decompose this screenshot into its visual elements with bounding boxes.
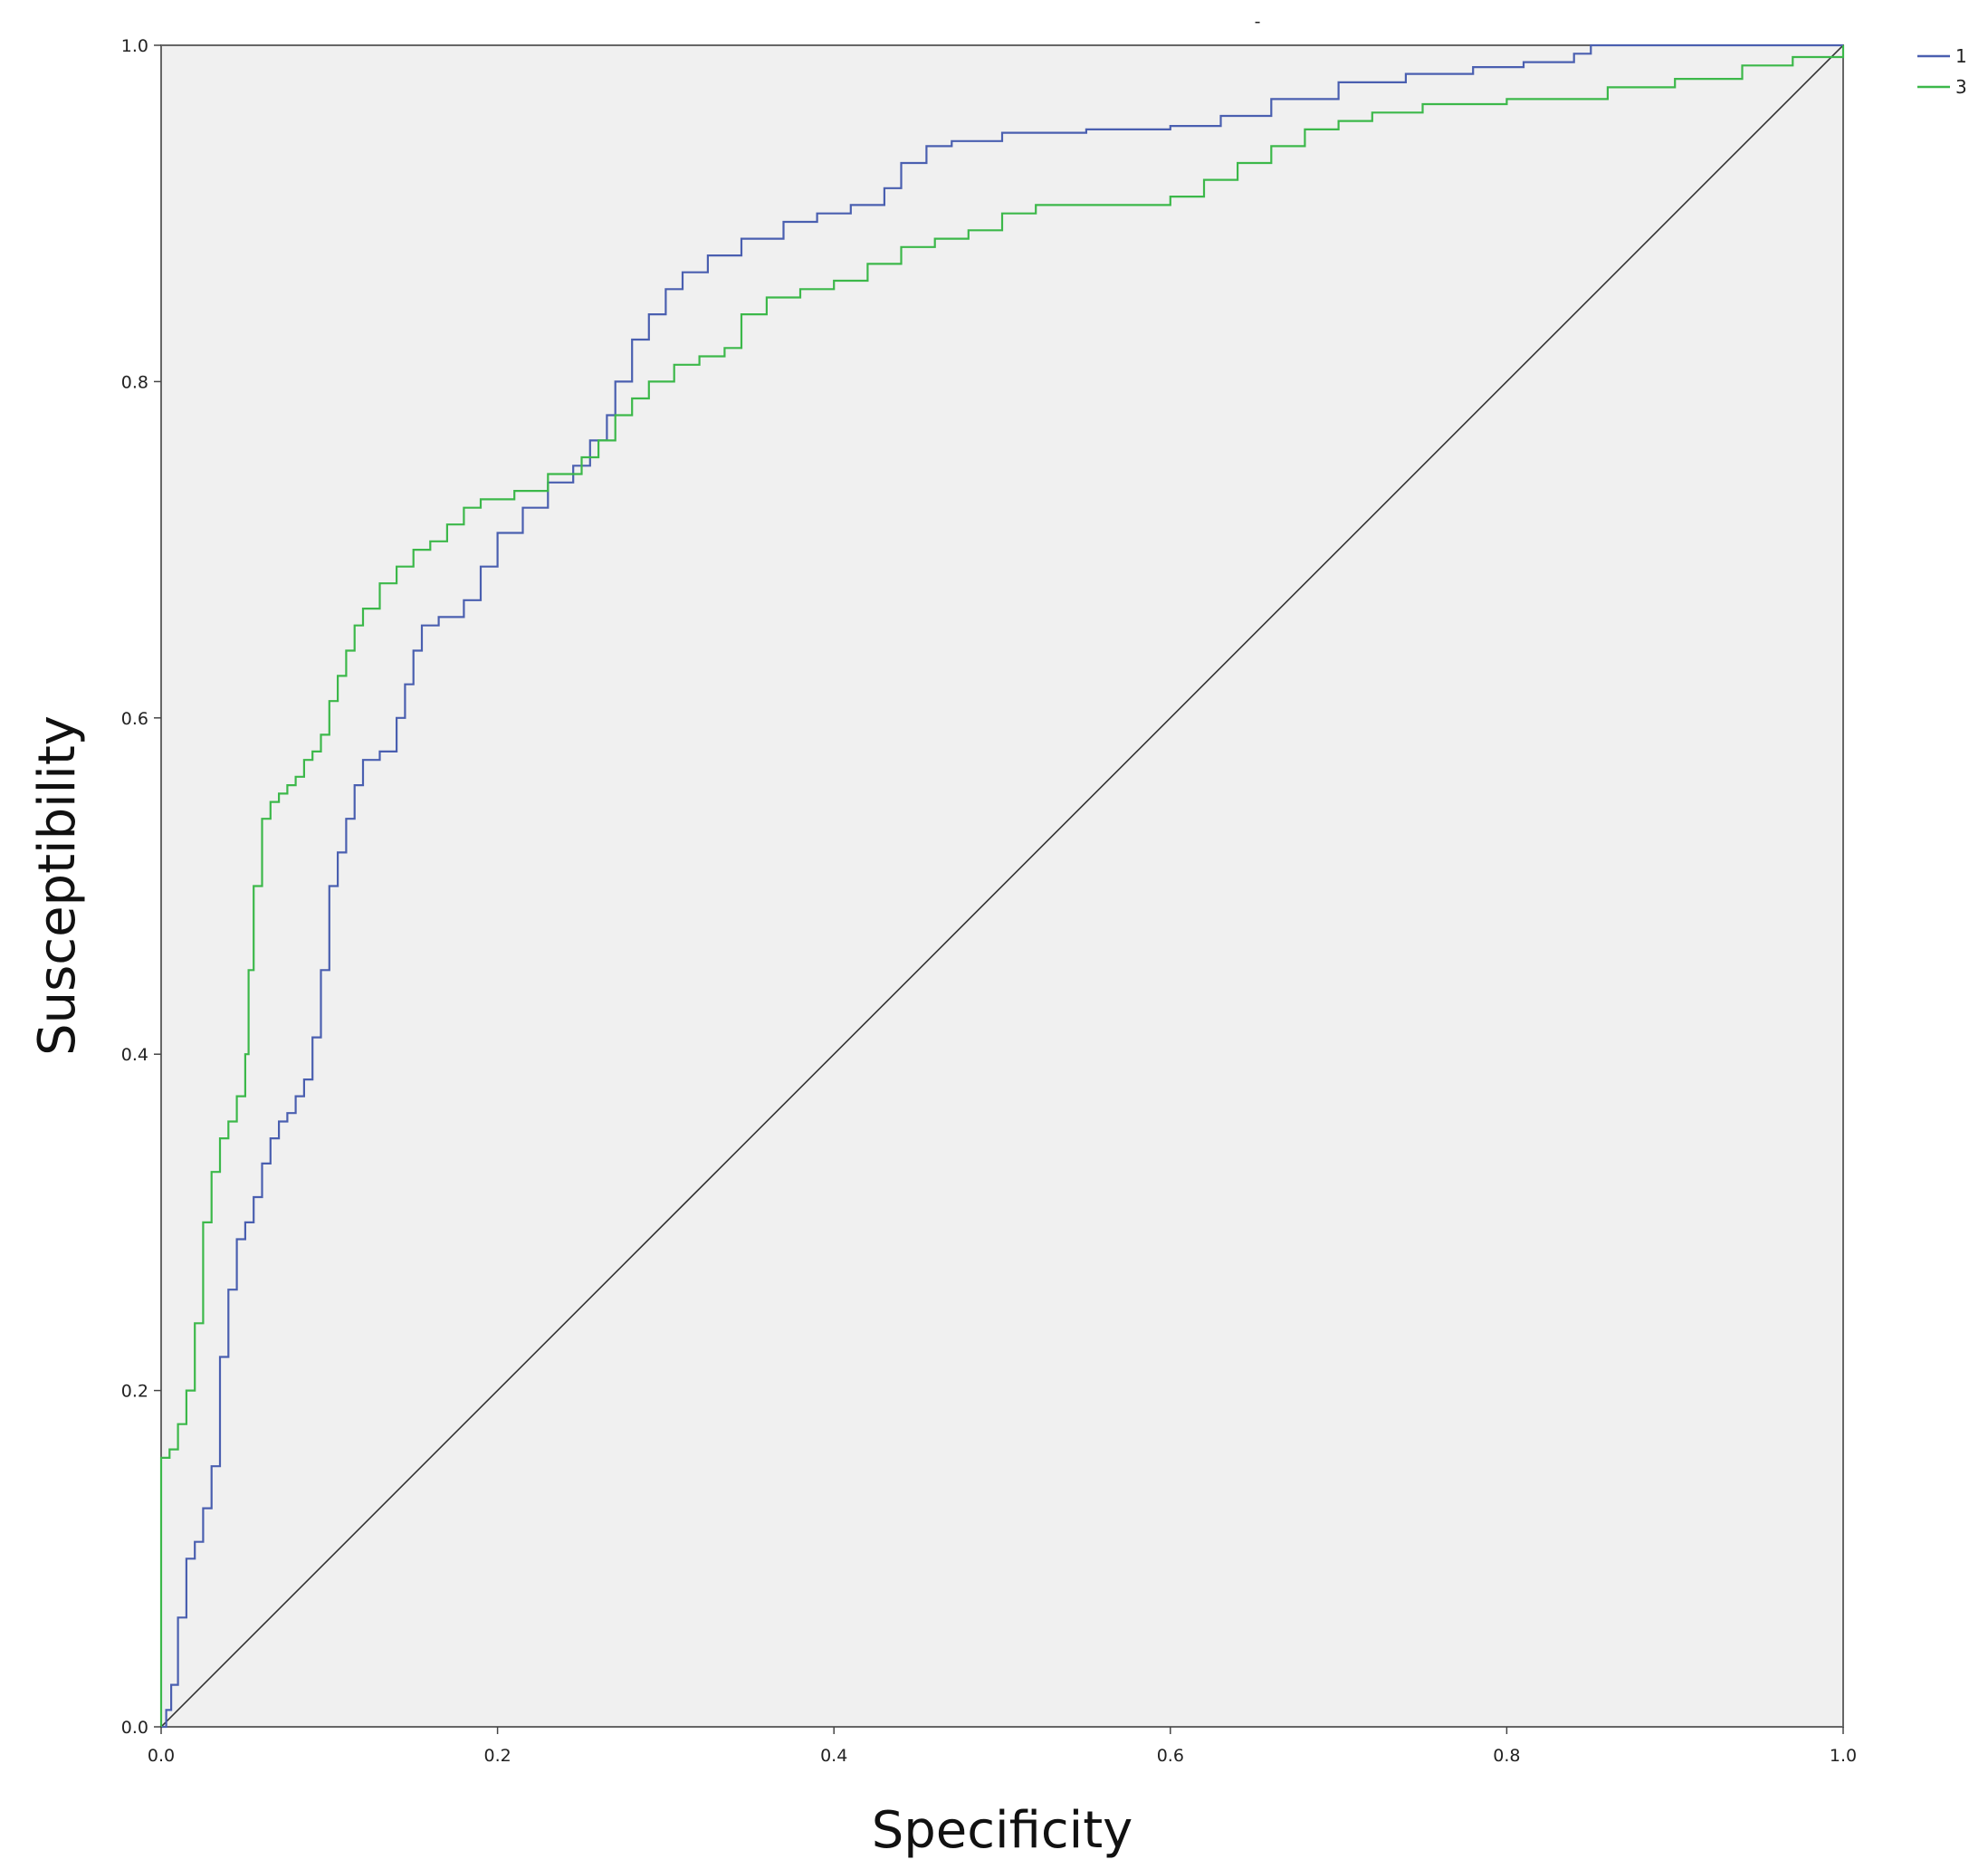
legend-label-3: 3 bbox=[1955, 76, 1967, 98]
y-axis-ticks: 0.0 0.2 0.4 0.6 0.8 1.0 bbox=[121, 36, 161, 1738]
x-axis-title: Specificity bbox=[872, 1801, 1133, 1860]
series-line-1 bbox=[161, 43, 1843, 1729]
x-tick-label: 1.0 bbox=[1830, 1746, 1857, 1766]
x-tick-label: 0.8 bbox=[1493, 1746, 1520, 1766]
y-tick-label: 0.8 bbox=[121, 372, 148, 392]
x-tick-label: 0.0 bbox=[148, 1746, 175, 1766]
x-tick-label: 0.2 bbox=[483, 1746, 511, 1766]
y-axis-title: Susceptibility bbox=[28, 715, 87, 1056]
legend: 13 bbox=[1917, 45, 1967, 98]
y-tick-label: 0.6 bbox=[121, 709, 148, 729]
series-line-3 bbox=[159, 45, 1845, 1727]
y-tick-label: 0.4 bbox=[121, 1045, 148, 1065]
y-tick-label: 0.0 bbox=[121, 1718, 148, 1738]
x-axis-ticks: 0.0 0.2 0.4 0.6 0.8 1.0 bbox=[148, 1727, 1857, 1766]
reference-diagonal-line bbox=[160, 44, 1844, 1728]
series-layer bbox=[159, 43, 1845, 1729]
y-tick-label: 0.2 bbox=[121, 1382, 148, 1402]
x-tick-label: 0.4 bbox=[820, 1746, 847, 1766]
y-tick-label: 1.0 bbox=[121, 36, 148, 56]
chart-title: - bbox=[1255, 12, 1261, 32]
legend-label-1: 1 bbox=[1955, 45, 1967, 67]
x-tick-label: 0.6 bbox=[1157, 1746, 1184, 1766]
